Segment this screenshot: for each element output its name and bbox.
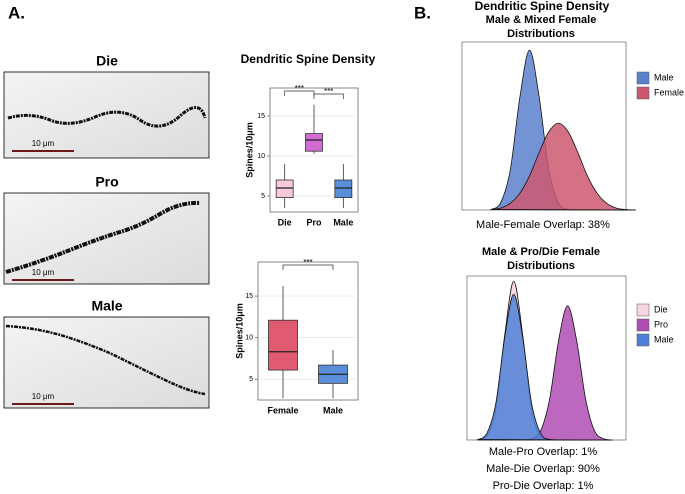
x-tick-label: Male [323,405,343,415]
panel-label: B. [414,3,431,22]
legend-label: Male [654,334,674,344]
y-tick-label: 5 [261,193,265,200]
image-title: Male [91,298,122,314]
scale-label: 10 μm [32,139,55,148]
box [305,133,323,152]
significance-bracket [282,264,334,270]
significance-label: *** [324,87,333,96]
overlap-label: Pro-Die Overlap: 1% [493,480,594,492]
legend-key [636,318,650,332]
scale-label: 10 μm [32,268,55,277]
significance-label: *** [295,84,304,93]
legend-key [636,333,650,347]
overlap-label: Male-Female Overlap: 38% [476,219,610,231]
panel-label: A. [8,3,25,22]
legend-key [636,303,650,317]
panel-title: Dendritic Spine Density [475,0,610,13]
dendrite [5,324,206,396]
chart-title: Dendritic Spine Density [241,52,376,66]
overlap-label: Male-Pro Overlap: 1% [489,446,597,458]
legend-label: Female [654,87,684,97]
significance-label: *** [303,258,312,267]
y-tick-label: 10 [257,153,265,160]
box [268,319,298,371]
chart-title: Distributions [507,28,575,40]
density-area [476,293,613,441]
x-tick-label: Pro [306,217,322,227]
image-title: Die [96,53,118,69]
y-axis-label: Spines/10μm [234,303,244,359]
x-tick-label: Female [267,405,298,415]
legend-label: Die [654,304,668,314]
overlap-label: Male-Die Overlap: 90% [486,463,600,475]
y-tick-label: 15 [245,293,253,300]
y-axis-label: Spines/10μm [244,122,254,178]
x-tick-label: Die [278,217,292,227]
box [334,179,353,199]
legend-label: Male [654,72,674,82]
scale-label: 10 μm [32,392,55,401]
chart-title: Male & Pro/Die Female [482,246,600,258]
y-tick-label: 15 [257,113,265,120]
chart-title: Distributions [507,260,575,272]
y-tick-label: 10 [245,334,253,341]
box [275,179,294,199]
x-tick-label: Male [333,217,353,227]
significance-bracket [313,93,344,99]
dendrite [5,200,201,274]
image-title: Pro [95,174,118,190]
significance-bracket [284,90,315,96]
legend-label: Pro [654,319,668,329]
density-area [490,122,636,211]
dendrite [7,106,207,128]
micrograph [3,316,210,409]
chart-title: Male & Mixed Female [486,14,597,26]
legend-key [636,71,650,85]
legend-key [636,86,650,100]
y-tick-label: 5 [249,376,253,383]
